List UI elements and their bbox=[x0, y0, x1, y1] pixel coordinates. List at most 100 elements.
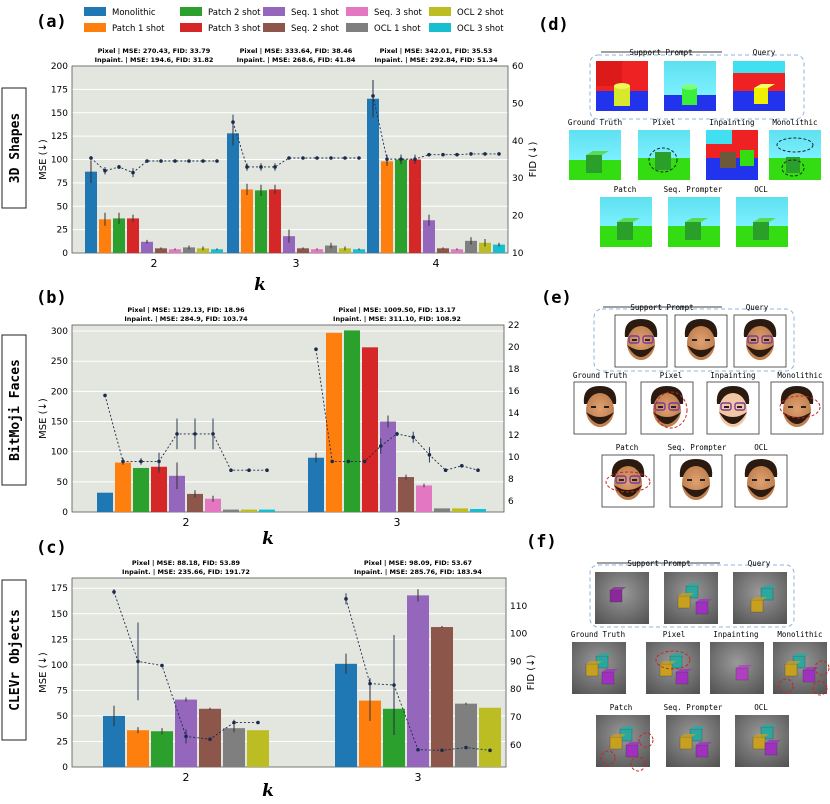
bar bbox=[434, 508, 450, 512]
bar bbox=[297, 248, 309, 253]
fid-point bbox=[173, 159, 177, 163]
bar bbox=[353, 249, 365, 253]
bar bbox=[416, 485, 432, 512]
face-thumbnail bbox=[733, 314, 787, 368]
fid-point bbox=[460, 464, 464, 468]
bar bbox=[103, 715, 125, 767]
y2-tick-label: 10 bbox=[512, 249, 524, 259]
y2-tick-label: 60 bbox=[512, 62, 524, 72]
fid-point bbox=[259, 165, 263, 169]
annotation-line: Inpaint. | MSE: 285.76, FID: 183.94 bbox=[354, 568, 482, 577]
fid-point bbox=[497, 152, 501, 156]
clevr-object-top bbox=[686, 583, 702, 586]
fid-point bbox=[455, 152, 459, 157]
fid-point bbox=[231, 120, 235, 124]
clevr-object bbox=[784, 663, 798, 677]
support-prompt-label-d: Support Prompt bbox=[629, 48, 692, 57]
clevr-object-top bbox=[785, 661, 801, 664]
e-label-monolithic: Monolithic bbox=[777, 371, 822, 380]
bar bbox=[197, 248, 209, 253]
bar bbox=[398, 477, 414, 512]
xlabel-a: k bbox=[254, 275, 266, 295]
face-eye bbox=[692, 339, 697, 341]
bar bbox=[308, 457, 324, 512]
y2-tick-label: 50 bbox=[512, 99, 524, 109]
clevr-object bbox=[750, 599, 764, 613]
bar bbox=[241, 189, 253, 253]
e-label-pixel: Pixel bbox=[660, 371, 683, 380]
x-tick-label: 3 bbox=[415, 771, 422, 784]
f-monolithic-marker bbox=[812, 680, 828, 696]
xlabel-b: k bbox=[262, 529, 274, 549]
y-tick-label: 0 bbox=[62, 763, 68, 773]
annotation-line: Pixel | MSE: 1129.13, FID: 18.96 bbox=[127, 306, 245, 315]
face-eye bbox=[591, 406, 596, 408]
face-eye bbox=[645, 339, 650, 341]
y-tick-label: 100 bbox=[51, 661, 68, 671]
bar bbox=[99, 219, 111, 253]
legend-label: OCL 2 shot bbox=[457, 8, 504, 18]
fid-point bbox=[112, 590, 116, 594]
face-eye bbox=[604, 406, 609, 408]
fid-point bbox=[136, 659, 140, 664]
bar bbox=[223, 509, 239, 512]
query-label-f: Query bbox=[748, 559, 771, 568]
bar bbox=[452, 508, 468, 512]
annotation-line: Inpaint. | MSE: 194.6, FID: 31.82 bbox=[95, 56, 214, 65]
f-label-monolithic: Monolithic bbox=[777, 630, 822, 639]
fid-point bbox=[385, 157, 389, 161]
face-thumbnail bbox=[669, 454, 723, 508]
clevr-object bbox=[659, 663, 673, 677]
clevr-object-top bbox=[690, 726, 706, 729]
face-beard bbox=[586, 412, 614, 424]
clevr-thumbnail bbox=[664, 572, 718, 624]
prompt-box-f bbox=[589, 564, 795, 628]
clevr-thumbnail bbox=[773, 642, 827, 694]
f-monolithic-marker bbox=[814, 660, 830, 676]
clevr-object-top bbox=[626, 742, 642, 745]
clevr-object-top bbox=[670, 653, 686, 656]
d-pixel bbox=[638, 130, 690, 180]
fid-line bbox=[104, 395, 267, 471]
bar bbox=[155, 248, 167, 253]
bar bbox=[127, 218, 139, 253]
y2-tick-label: 20 bbox=[508, 343, 520, 353]
fid-point bbox=[232, 720, 236, 725]
fid-point bbox=[368, 681, 372, 686]
y-tick-label: 25 bbox=[57, 226, 68, 236]
d-label-patch: Patch bbox=[614, 185, 637, 194]
bar bbox=[223, 728, 245, 767]
bar bbox=[395, 159, 407, 253]
bar bbox=[255, 190, 267, 253]
legend-label: Monolithic bbox=[112, 8, 156, 18]
fid-point bbox=[145, 159, 149, 163]
fid-point bbox=[287, 156, 291, 160]
fid-point bbox=[441, 152, 445, 157]
y-tick-label: 75 bbox=[57, 686, 68, 696]
bar bbox=[409, 159, 421, 253]
bar bbox=[455, 703, 477, 767]
bar bbox=[380, 421, 396, 512]
y-tick-label: 100 bbox=[51, 156, 68, 166]
y-tick-label: 125 bbox=[51, 635, 68, 645]
fid-point bbox=[193, 432, 197, 436]
fid-point bbox=[131, 170, 135, 175]
face-glasses bbox=[628, 335, 640, 344]
x-tick-label: 3 bbox=[293, 257, 300, 270]
fid-point bbox=[247, 468, 251, 473]
legend-swatch bbox=[346, 7, 368, 16]
x-tick-label: 2 bbox=[151, 257, 158, 270]
face-beard bbox=[687, 345, 715, 357]
fid-point bbox=[427, 453, 432, 457]
e-monolithic-marker bbox=[779, 395, 821, 419]
side-label-a-text: 3D Shapes bbox=[8, 113, 23, 183]
bar bbox=[451, 249, 463, 253]
chart-a: 0 25 50 75 100 125 150 175 200 10 20 30 40 50 60 MSE (↓… bbox=[38, 47, 539, 270]
legend-label: Seq. 2 shot bbox=[291, 24, 340, 34]
y2-tick-label: 18 bbox=[508, 365, 520, 375]
panel-tag-b: (b) bbox=[36, 288, 67, 308]
figure-d: (d) Support Prompt Query Ground Truth bbox=[538, 15, 821, 247]
f-pixel-marker bbox=[655, 650, 691, 670]
fid-point bbox=[464, 745, 468, 750]
legend-swatch bbox=[263, 7, 285, 16]
